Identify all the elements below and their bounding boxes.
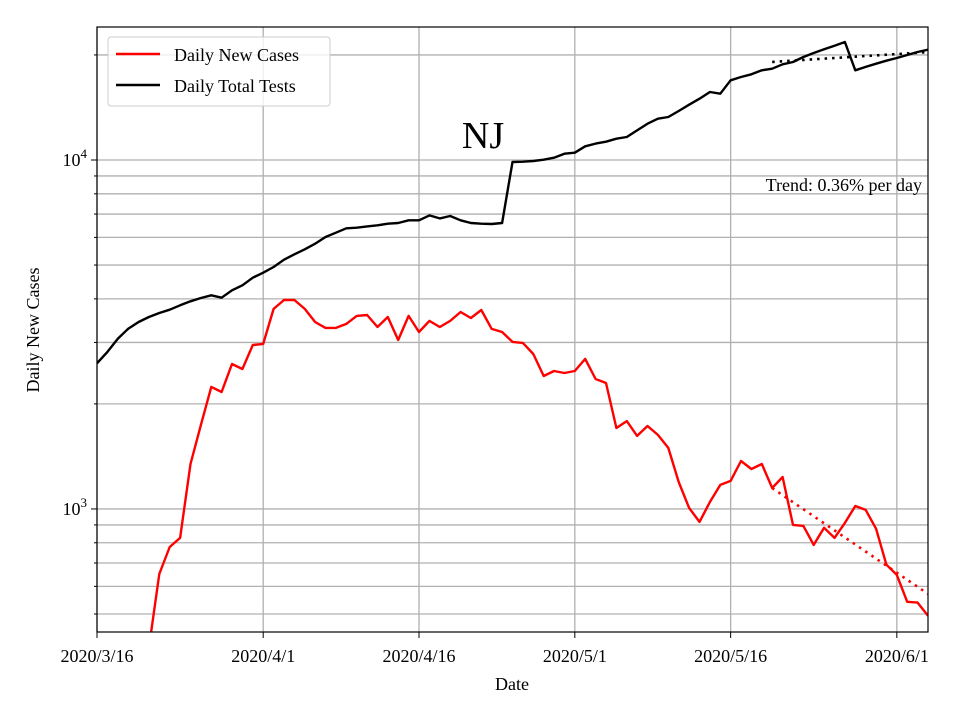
legend-box <box>107 36 331 107</box>
x-tick-label: 2020/6/1 <box>865 646 929 666</box>
series-line-daily-new-cases <box>149 298 928 632</box>
x-tick-label: 2020/3/16 <box>60 646 133 666</box>
y-tick-label: 104 <box>63 146 88 170</box>
x-tick-label: 2020/5/16 <box>694 646 767 666</box>
x-tick-label: 2020/5/1 <box>543 646 607 666</box>
legend-label-tests: Daily Total Tests <box>174 76 296 96</box>
y-axis-ticks: 103 104 <box>63 54 97 615</box>
legend-label-cases: Daily New Cases <box>174 45 299 65</box>
trend-line-daily-new-cases <box>771 486 928 595</box>
series-line-daily-total-tests <box>97 40 928 365</box>
grid <box>96 27 928 632</box>
x-axis-label: Date <box>495 674 529 694</box>
trend-annotation: Trend: 0.36% per day <box>766 175 922 195</box>
x-axis-ticks: 2020/3/16 2020/4/1 2020/4/16 2020/5/1 2020/5… <box>60 632 929 666</box>
chart-title: NJ <box>462 115 504 157</box>
y-tick-label: 103 <box>63 495 88 519</box>
x-tick-label: 2020/4/16 <box>383 646 456 666</box>
x-tick-label: 2020/4/1 <box>231 646 295 666</box>
plot-frame <box>96 26 929 633</box>
y-axis-label: Daily New Cases <box>23 268 43 393</box>
legend: Daily New Cases Daily Total Tests <box>107 36 331 107</box>
series-layer <box>97 40 928 632</box>
